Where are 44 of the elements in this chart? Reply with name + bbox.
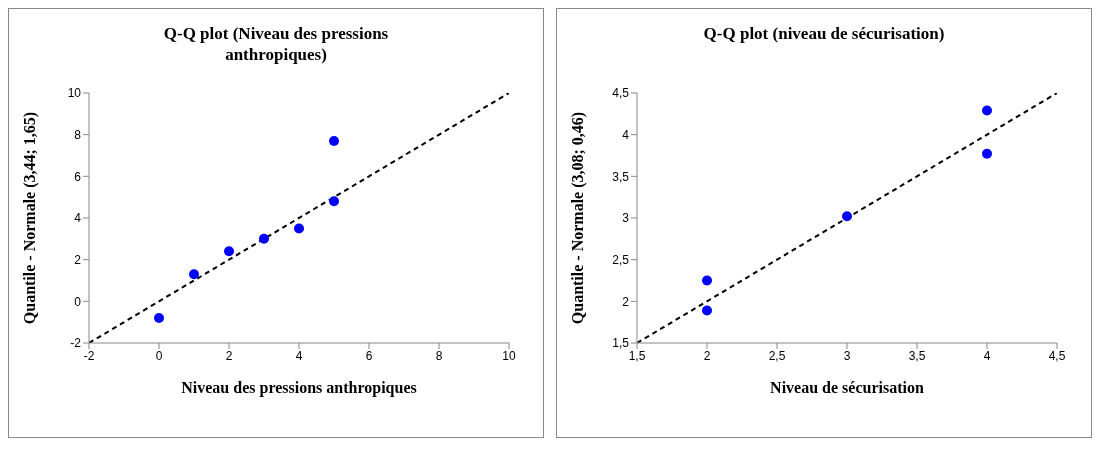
- y-tick-label: 1,5: [612, 336, 630, 351]
- y-tick-label: 4: [622, 127, 630, 142]
- x-axis-title: Niveau des pressions anthropiques: [181, 379, 417, 397]
- point: [842, 211, 852, 222]
- y-tick-label: 2,5: [612, 252, 630, 267]
- point: [329, 135, 339, 146]
- y-axis-title: Quantile - Normale (3,44; 1,65): [20, 111, 39, 325]
- x-tick-label: 6: [365, 348, 373, 363]
- point: [154, 313, 164, 323]
- point: [702, 275, 712, 286]
- x-tick-label: 3: [843, 348, 851, 363]
- point: [294, 223, 304, 234]
- point: [189, 269, 199, 280]
- x-axis-title: Niveau de sécurisation: [770, 379, 924, 396]
- y-tick-label: 4: [74, 211, 82, 226]
- y-tick-label: 2: [74, 252, 82, 267]
- y-axis-title: Quantile - Normale (3,08; 0,46): [568, 111, 587, 325]
- y-tick-label: 3,5: [612, 169, 630, 184]
- x-tick-label: 2,5: [768, 348, 786, 363]
- x-tick-label: 2: [703, 348, 711, 363]
- x-tick-label: 4: [983, 348, 991, 363]
- y-tick-label: 0: [74, 294, 82, 309]
- point: [702, 305, 712, 316]
- point: [224, 246, 234, 257]
- y-tick-label: 2: [622, 294, 630, 309]
- point: [259, 233, 269, 244]
- y-tick-label: 4,5: [612, 86, 630, 101]
- x-tick-label: 2: [225, 348, 233, 363]
- y-tick-label: -2: [70, 336, 82, 351]
- x-tick-label: 3,5: [908, 348, 926, 363]
- point: [982, 105, 992, 116]
- point: [982, 148, 992, 159]
- x-tick-label: 4: [295, 348, 303, 363]
- y-tick-label: 3: [622, 211, 630, 226]
- x-tick-label: 4,5: [1048, 348, 1066, 363]
- chart-title: Q-Q plot (niveau de sécurisation): [702, 23, 946, 45]
- x-tick-label: 0: [155, 348, 163, 363]
- y-tick-label: 8: [74, 127, 82, 142]
- y-tick-label: 6: [74, 169, 82, 184]
- x-tick-label: 10: [502, 348, 516, 363]
- point: [329, 196, 339, 207]
- chart-title: Q-Q plot (Niveau des pressions anthropiques): [162, 23, 390, 66]
- x-tick-label: 8: [435, 348, 443, 363]
- y-tick-label: 10: [67, 86, 82, 101]
